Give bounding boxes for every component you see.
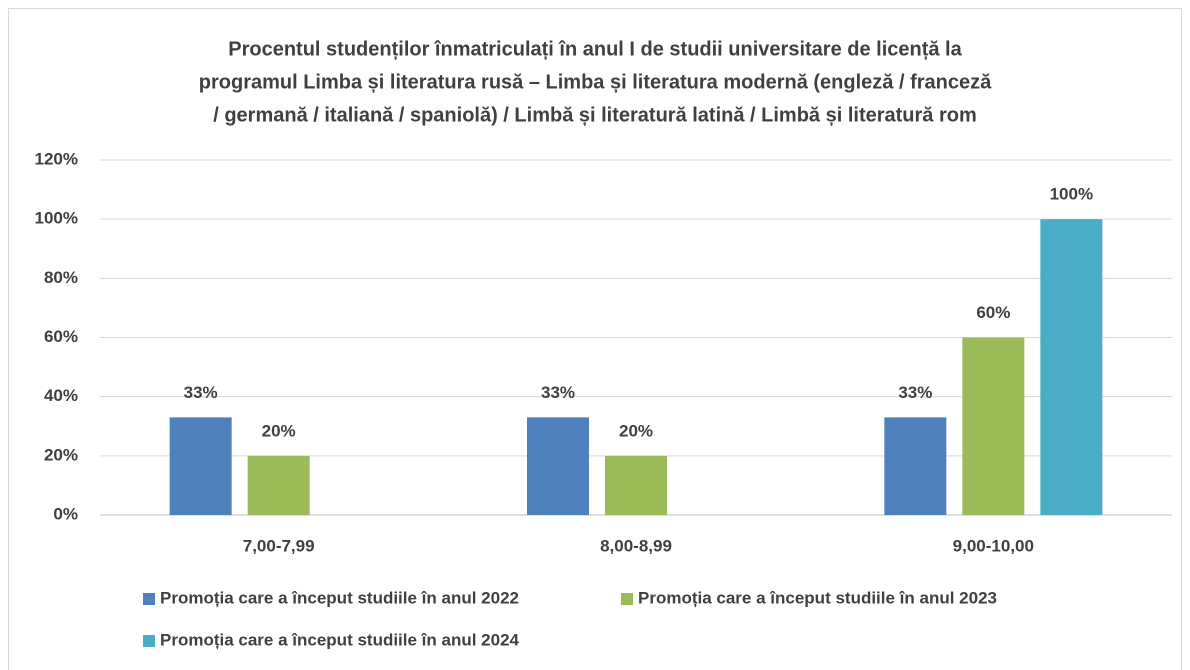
legend-label: Promoția care a început studiile în anul… [160,588,519,607]
y-tick-label: 100% [35,209,78,228]
y-tick-label: 0% [53,504,78,523]
y-tick-label: 80% [44,268,78,287]
chart-title: Procentul studenților înmatriculați în a… [228,38,962,60]
legend-swatch [143,593,155,605]
legend-swatch [143,635,155,647]
y-tick-label: 60% [44,327,78,346]
bar [247,455,310,515]
y-tick-label: 120% [35,149,78,168]
data-label: 20% [619,421,653,440]
bar [527,417,589,515]
y-tick-label: 20% [44,445,78,464]
chart-title: programul Limba și literatura rusă – Lim… [199,71,992,93]
legend-label: Promoția care a început studiile în anul… [160,630,520,649]
y-tick-label: 40% [44,386,78,405]
bar [884,417,947,515]
bar [962,337,1025,515]
data-label: 100% [1050,185,1093,204]
x-tick-label: 8,00-8,99 [600,536,672,555]
data-label: 20% [262,421,296,440]
bar [1040,219,1103,515]
x-tick-label: 9,00-10,00 [953,536,1034,555]
legend-swatch [621,593,633,605]
data-label: 60% [976,303,1010,322]
data-label: 33% [898,383,932,402]
bar [169,417,232,515]
x-tick-label: 7,00-7,99 [243,536,315,555]
chart-title: / germană / italiană / spaniolă) / Limbă… [213,104,977,126]
data-label: 33% [184,383,218,402]
bar [605,455,667,515]
legend-label: Promoția care a început studiile în anul… [638,588,997,607]
data-label: 33% [541,383,575,402]
